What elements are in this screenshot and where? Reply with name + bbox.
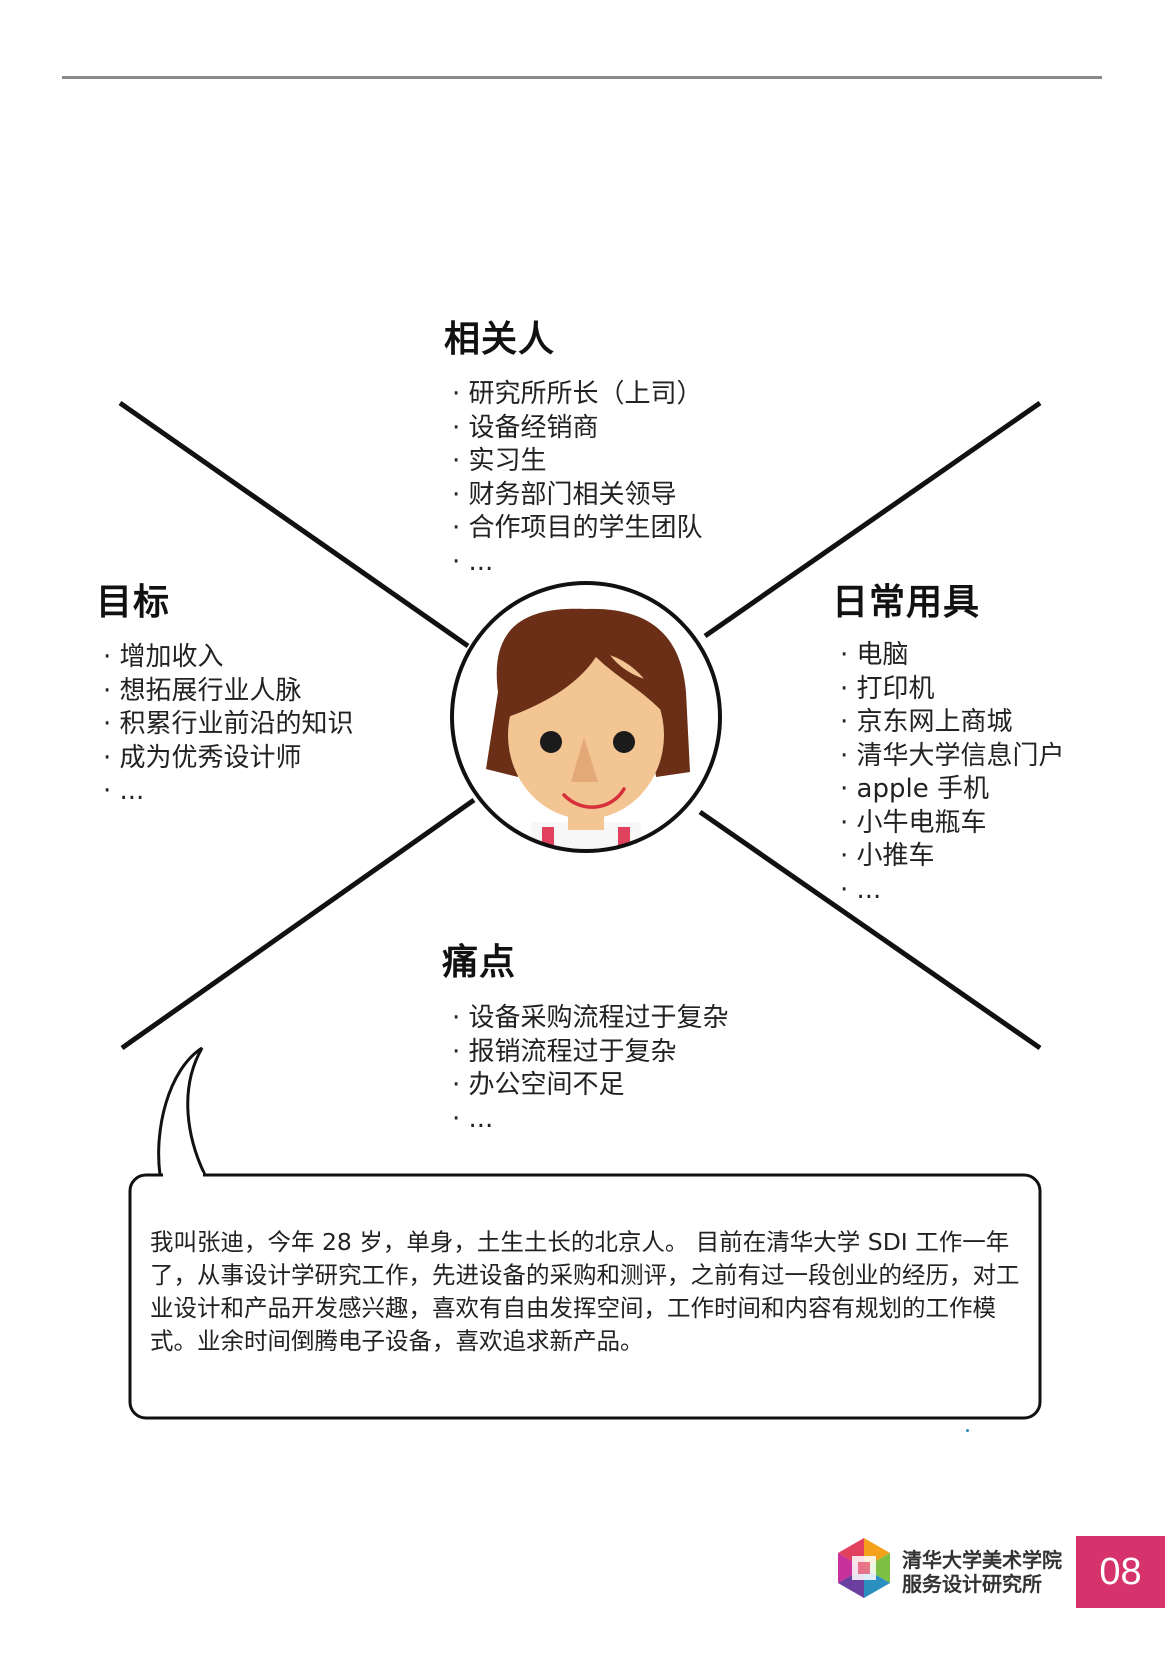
list-item: apple 手机 [840,773,1065,807]
pain-points-list: 设备采购流程过于复杂 报销流程过于复杂 办公空间不足 ... [452,1002,729,1136]
list-item: 设备采购流程过于复杂 [452,1002,729,1036]
list-item: 积累行业前沿的知识 [103,708,354,742]
goals-list: 增加收入 想拓展行业人脉 积累行业前沿的知识 成为优秀设计师 ... [103,641,354,809]
list-item: 清华大学信息门户 [840,740,1065,774]
list-item: 增加收入 [103,641,354,675]
goals-heading: 目标 [96,582,171,623]
top-rule [62,76,1102,79]
list-item: 想拓展行业人脉 [103,675,354,709]
list-item: 小牛电瓶车 [840,807,1065,841]
list-item: ... [452,1103,729,1137]
persona-avatar [450,581,722,853]
decorative-dot [966,1429,969,1432]
list-item: 实习生 [452,445,703,479]
page-number: 08 [1076,1536,1165,1608]
list-item: ... [452,546,703,580]
institute-name-line1: 清华大学美术学院 [902,1548,1062,1572]
list-item: 打印机 [840,673,1065,707]
list-item: ... [103,775,354,809]
pain-points-heading: 痛点 [442,942,517,983]
list-item: 成为优秀设计师 [103,742,354,776]
list-item: 财务部门相关领导 [452,479,703,513]
list-item: 合作项目的学生团队 [452,512,703,546]
list-item: 电脑 [840,639,1065,673]
daily-tools-list: 电脑 打印机 京东网上商城 清华大学信息门户 apple 手机 小牛电瓶车 小推… [840,639,1065,907]
stakeholders-heading: 相关人 [444,319,556,360]
institute-name-line2: 服务设计研究所 [902,1572,1042,1596]
list-item: ... [840,874,1065,908]
persona-bio: 我叫张迪，今年 28 岁，单身，土生土长的北京人。 目前在清华大学 SDI 工作… [150,1228,1020,1355]
list-item: 报销流程过于复杂 [452,1036,729,1070]
list-item: 小推车 [840,840,1065,874]
list-item: 办公空间不足 [452,1069,729,1103]
list-item: 京东网上商城 [840,706,1065,740]
stakeholders-list: 研究所所长（上司） 设备经销商 实习生 财务部门相关领导 合作项目的学生团队 .… [452,378,703,579]
list-item: 研究所所长（上司） [452,378,703,412]
list-item: 设备经销商 [452,412,703,446]
institute-name: 清华大学美术学院 服务设计研究所 [902,1548,1062,1596]
daily-tools-heading: 日常用具 [832,582,981,623]
institute-logo-icon [838,1538,890,1598]
